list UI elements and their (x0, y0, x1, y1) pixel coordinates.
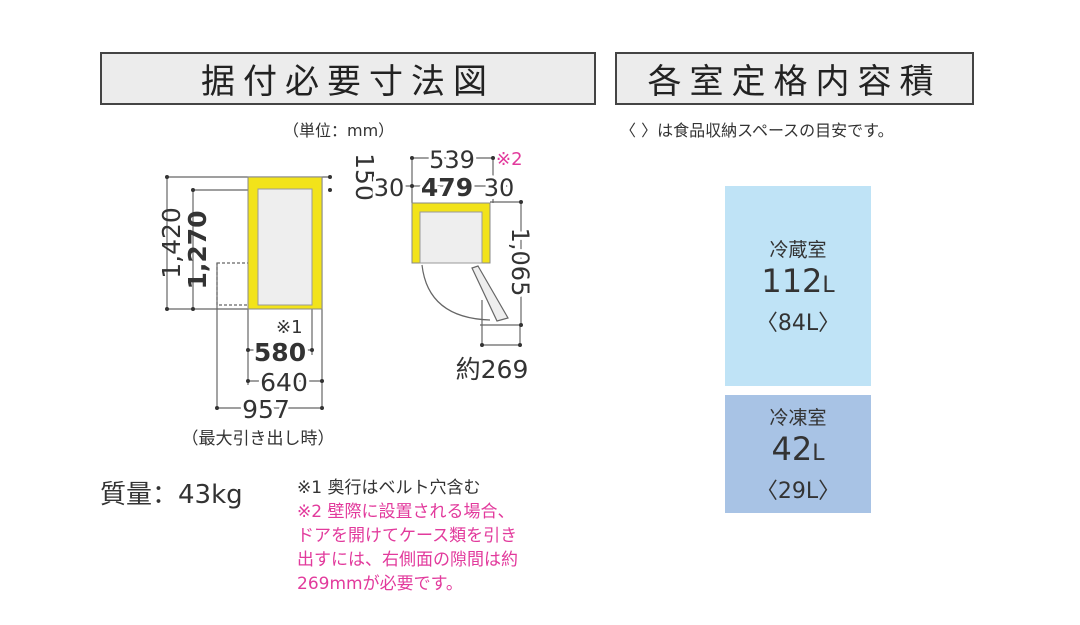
width-body-label: 479 (421, 173, 473, 202)
depth-note-mark: ※1 (276, 317, 303, 338)
compartment-name: 冷凍室 (769, 407, 827, 429)
header-text: 各室定格内容積 (647, 62, 942, 102)
compartment-volume: 112L (761, 262, 835, 300)
body-height-label: 1,270 (183, 210, 212, 289)
fridge-compartment: 冷蔵室 112L 〈84L〉 (725, 186, 871, 386)
width-mark: ※2 (496, 149, 523, 170)
compartment-name: 冷蔵室 (769, 239, 827, 261)
depth-body-label: 580 (254, 338, 306, 367)
door-gap-label: 約269 (456, 355, 529, 384)
storage-volume: 〈84L〉 (755, 311, 841, 336)
side-gap-left-label: 30 (374, 174, 405, 202)
installation-dimensions-header: 据付必要寸法図 (100, 52, 596, 105)
side-gap-right-label: 30 (484, 174, 515, 202)
depth-total-label: 640 (260, 368, 308, 397)
weight: 質量：43kg (100, 480, 243, 510)
depth-max-note: （最大引き出し時） (182, 429, 335, 449)
door-swing-label: 1,065 (506, 228, 534, 297)
top-clearance-label: 150 (350, 153, 379, 201)
storage-volume: 〈29L〉 (755, 479, 841, 504)
header-text: 据付必要寸法図 (201, 62, 495, 102)
depth-max-label: 957 (242, 395, 290, 424)
width-total-label: 539 (429, 146, 475, 174)
footnote-1: ※1 奥行はベルト穴含む (297, 478, 481, 498)
capacity-header: 各室定格内容積 (615, 52, 974, 105)
footnote-2: ※2 壁際に設置される場合、 ドアを開けてケース類を引き 出すには、右側面の隙間… (297, 502, 518, 594)
unit-note: （単位：mm） (283, 121, 395, 140)
total-height-label: 1,420 (157, 207, 186, 279)
footnotes: ※1 奥行はベルト穴含む ※2 壁際に設置される場合、 ドアを開けてケース類を引… (297, 476, 518, 596)
freezer-compartment: 冷凍室 42L 〈29L〉 (725, 395, 871, 513)
compartment-volume: 42L (771, 430, 825, 468)
capacity-note: 〈 〉は食品収納スペースの目安です。 (620, 121, 894, 140)
